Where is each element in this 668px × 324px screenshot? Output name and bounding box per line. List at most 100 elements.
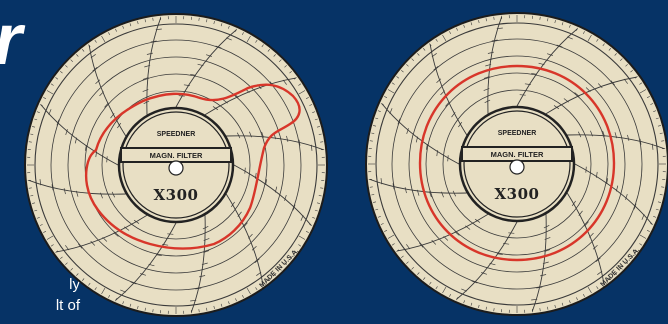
right-rim-tick <box>646 96 650 98</box>
right-grid-tick <box>585 87 591 92</box>
left-rim-tick <box>144 307 146 311</box>
left-rim-tick <box>314 118 318 121</box>
right-grid-tick <box>483 88 490 91</box>
right-grid-radial <box>566 192 605 284</box>
left-rim-tick <box>108 294 110 298</box>
right-hub-spindle <box>509 159 525 175</box>
left-grid-tick <box>298 139 301 146</box>
left-grid-tick <box>249 131 252 138</box>
left-rim-tick <box>88 44 91 48</box>
right-rim-tick <box>634 76 638 79</box>
left-grid-tick <box>222 99 228 104</box>
right-rim-tick <box>391 82 395 85</box>
right-grid-tick <box>441 191 444 198</box>
right-rim-tick <box>539 308 541 312</box>
left-grid-tick <box>124 226 130 231</box>
left-rim-tick <box>101 35 106 43</box>
left-rim-tick <box>284 65 287 68</box>
right-rim-tick <box>569 300 571 304</box>
left-rim-tick <box>46 90 54 95</box>
left-grid-tick <box>63 188 66 195</box>
right-rim-tick <box>422 277 426 280</box>
right-rim-tick <box>657 201 661 203</box>
right-grid-tick <box>651 143 654 150</box>
left-rim-tick <box>242 294 244 298</box>
left-grid-tick <box>84 144 87 151</box>
left-grid-tick <box>150 40 157 43</box>
right-hub-inner <box>463 110 571 218</box>
right-grid-tick <box>487 51 494 54</box>
right-grid-tick <box>380 178 383 185</box>
heading-fragment: r <box>0 4 22 76</box>
right-grid-tick <box>431 239 437 245</box>
right-rim-tick <box>608 48 612 51</box>
left-grid-radial <box>226 135 324 151</box>
left-grid-ring <box>34 23 318 307</box>
side-text-line-3: lt of <box>55 297 80 314</box>
left-rim-tick <box>108 32 110 36</box>
right-grid-tick <box>531 298 538 301</box>
right-rim-tick <box>587 286 592 294</box>
left-grid-tick <box>178 95 185 97</box>
right-rim-tick <box>659 132 663 134</box>
right-rim-tick <box>380 103 384 105</box>
left-grid-tick <box>48 109 52 115</box>
left-rim-tick <box>298 235 306 240</box>
left-rim-tick <box>88 282 91 286</box>
right-grid-tick <box>610 80 615 86</box>
left-grid-tick <box>201 262 208 266</box>
left-grid-tick <box>236 132 241 139</box>
right-grid-radial <box>369 178 467 194</box>
left-rim-tick <box>309 104 313 106</box>
right-grid-tick <box>419 242 424 248</box>
right-grid-radial <box>429 44 468 136</box>
right-grid-tick <box>483 76 490 79</box>
right-rim-tick <box>650 223 654 225</box>
left-rim-tick <box>235 28 237 32</box>
left-rim-tick <box>81 278 85 281</box>
right-grid-radial <box>516 28 578 107</box>
right-grid-tick <box>597 270 603 275</box>
left-rim-tick <box>284 262 287 265</box>
right-grid-radial <box>456 221 518 300</box>
left-rim-tick <box>65 262 68 265</box>
right-chart-disc: SPEEDNER MAGN. FILTER X300 MADE IN U.S.A… <box>365 12 668 316</box>
right-grid-tick <box>546 53 553 56</box>
left-grid-radial <box>28 179 126 195</box>
right-hub-band-label: MAGN. FILTER <box>491 150 544 159</box>
right-grid-tick <box>531 72 538 75</box>
left-grid-tick <box>56 119 60 126</box>
right-grid-tick <box>452 190 457 197</box>
right-rim-tick <box>456 297 458 301</box>
right-rim-tick <box>387 234 395 239</box>
right-grid-ring <box>408 55 626 273</box>
left-rim-tick <box>320 187 324 189</box>
right-grid-tick <box>491 39 498 42</box>
left-rim-tick <box>94 287 97 291</box>
left-rim-tick <box>316 126 320 128</box>
right-grid-tick <box>543 224 550 229</box>
right-rim-tick <box>493 308 495 312</box>
left-rim-tick <box>122 301 124 305</box>
right-grid-tick <box>431 53 437 58</box>
right-grid-radial <box>531 214 547 312</box>
left-rim-tick <box>43 231 47 233</box>
left-rim-tick <box>76 54 79 57</box>
right-grid-tick <box>474 218 481 223</box>
right-rim-tick <box>371 132 375 134</box>
left-rim-tick <box>242 32 244 36</box>
right-grid-tick <box>406 128 409 135</box>
left-rim-tick <box>289 70 292 74</box>
right-rim-tick <box>625 261 628 264</box>
left-rim-tick <box>34 209 38 212</box>
left-rim-tick <box>65 65 68 68</box>
right-rim-tick <box>478 20 480 24</box>
right-grid-tick <box>590 130 593 137</box>
left-grid-tick <box>190 73 197 76</box>
right-rim-tick <box>650 103 654 105</box>
left-grid-tick <box>74 137 78 144</box>
left-rim-tick <box>115 28 117 32</box>
right-rim-tick <box>377 110 381 112</box>
left-grid-tick <box>292 204 296 211</box>
right-grid-tick <box>602 130 605 137</box>
